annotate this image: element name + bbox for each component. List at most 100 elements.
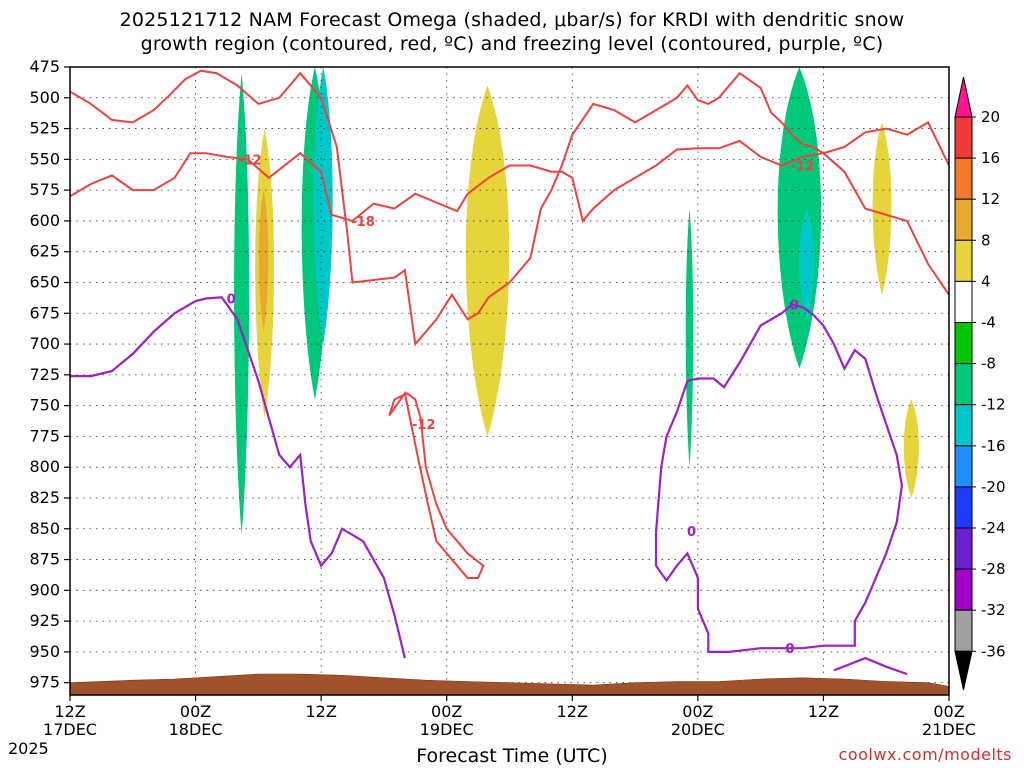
plot-frame (69, 66, 950, 696)
contour-label: 0 (227, 292, 236, 307)
contour-label: -18 (351, 215, 375, 230)
y-tick-label: 750 (29, 396, 60, 415)
chart-title-line1: 2025121712 NAM Forecast Omega (shaded, μ… (119, 9, 905, 31)
colorbar-tick-label: -12 (981, 396, 1006, 414)
x-tick-date-label: 21DEC (922, 720, 976, 739)
contour-labels: -12 -12 -12 -18 0 0 0 0 (227, 153, 815, 657)
y-tick-label: 550 (29, 149, 60, 168)
omega-region-6 (465, 85, 510, 437)
omega-region-7 (685, 208, 694, 468)
colorbar-tick-label: -8 (981, 355, 996, 373)
colorbar-segment (954, 527, 973, 570)
colorbar-tick-label: -16 (981, 437, 1006, 455)
credit-label: coolwx.com/modelts (838, 745, 1012, 764)
colorbar-tick-label: -24 (981, 519, 1006, 537)
y-tick-label: 950 (29, 642, 60, 661)
x-tick-label: 12Z (808, 702, 839, 721)
y-axis: 475 500 525 550 575 600 625 650 675 700 725 750 775 8… (29, 57, 70, 692)
colorbar-tick-label: -20 (981, 478, 1006, 496)
y-tick-label: 475 (29, 57, 60, 76)
colorbar-tick-label: -32 (981, 601, 1006, 619)
terrain-fill (70, 673, 949, 695)
contour-lines (70, 69, 949, 676)
omega-region-5 (258, 190, 269, 332)
contour-label: -12 (238, 153, 262, 168)
dgz-contour-2 (70, 139, 949, 296)
colorbar-segment (954, 486, 973, 529)
x-tick-date-label: 17DEC (43, 720, 97, 739)
freezing-contour-2 (654, 303, 904, 653)
omega-region-1 (234, 73, 250, 535)
colorbar-tick-label: 4 (981, 272, 991, 290)
freezing-contour-1 (70, 296, 406, 659)
y-tick-label: 875 (29, 550, 60, 569)
colorbar-segment (954, 609, 973, 652)
x-tick-label: 12Z (54, 702, 85, 721)
dgz-contour-1 (70, 69, 949, 347)
omega-region-9 (799, 208, 815, 320)
y-tick-label: 850 (29, 519, 60, 538)
y-tick-label: 700 (29, 334, 60, 353)
y-tick-label: 600 (29, 211, 60, 230)
contour-label: 0 (790, 299, 799, 314)
y-tick-label: 575 (29, 180, 60, 199)
colorbar-bottom-arrow (954, 650, 973, 691)
colorbar-segment (954, 280, 973, 323)
omega-region-10 (872, 122, 892, 295)
y-tick-label: 625 (29, 242, 60, 261)
y-tick-label: 825 (29, 488, 60, 507)
contour-label: -12 (412, 418, 436, 433)
freezing-contour-3 (833, 656, 908, 676)
x-tick-label: 00Z (180, 702, 211, 721)
y-tick-label: 900 (29, 580, 60, 599)
omega-region-11 (903, 399, 919, 498)
colorbar-segment (954, 157, 973, 200)
x-tick-label: 12Z (305, 702, 336, 721)
colorbar-segment (954, 568, 973, 611)
colorbar-tick-label: 8 (981, 231, 991, 249)
y-tick-label: 775 (29, 426, 60, 445)
x-tick-label: 00Z (682, 702, 713, 721)
y-tick-label: 925 (29, 611, 60, 630)
colorbar-tick-label: -36 (981, 642, 1006, 660)
colorbar-segment (954, 445, 973, 488)
dgz-contour-3 (388, 390, 485, 579)
chart-title-line2: growth region (contoured, red, ºC) and f… (140, 33, 884, 55)
x-tick-date-label: 19DEC (420, 720, 474, 739)
colorbar-top-arrow (954, 76, 973, 118)
colorbar-segment (954, 239, 973, 282)
x-tick-date-label: 20DEC (671, 720, 725, 739)
colorbar-segment (954, 198, 973, 241)
colorbar-tick-label: -28 (981, 560, 1006, 578)
colorbar-tick-label: -4 (981, 314, 996, 332)
y-tick-label: 800 (29, 457, 60, 476)
y-tick-label: 525 (29, 119, 60, 138)
y-tick-label: 650 (29, 272, 60, 291)
colorbar: 20 16 12 8 4 -4 -8 -12 -16 -20 -24 -28 -32 -36 (954, 76, 1006, 691)
omega-region-3 (313, 67, 333, 345)
omega-shading (234, 67, 919, 535)
y-tick-label: 975 (29, 673, 60, 692)
y-tick-label: 725 (29, 365, 60, 384)
x-axis-label: Forecast Time (UTC) (416, 745, 608, 767)
omega-region-8 (777, 67, 822, 369)
terrain (70, 673, 949, 695)
y-tick-label: 500 (29, 88, 60, 107)
contour-label: 0 (785, 642, 794, 657)
contour-label: -12 (791, 160, 815, 175)
colorbar-tick-label: 20 (981, 108, 1000, 126)
x-tick-label: 00Z (431, 702, 462, 721)
x-tick-label: 12Z (557, 702, 588, 721)
colorbar-segment (954, 322, 973, 365)
y-tick-label: 675 (29, 303, 60, 322)
colorbar-tick-label: 16 (981, 149, 1000, 167)
colorbar-segment (954, 404, 973, 447)
contour-label: 0 (687, 525, 696, 540)
colorbar-tick-label: 12 (981, 190, 1000, 208)
colorbar-segment (954, 116, 973, 159)
x-tick-date-label: 18DEC (169, 720, 223, 739)
colorbar-segment (954, 363, 973, 406)
x-tick-label: 00Z (933, 702, 964, 721)
